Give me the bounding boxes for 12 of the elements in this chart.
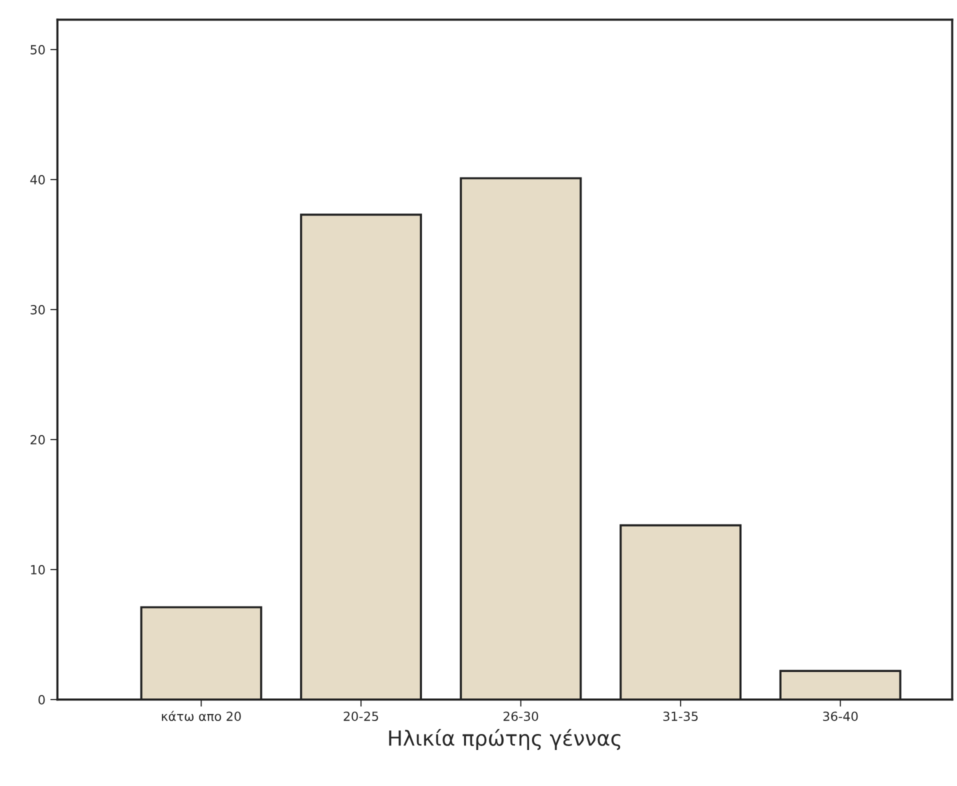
x-tick-label: 20-25 xyxy=(344,712,378,722)
x-tick-label: 36-40 xyxy=(823,712,858,722)
x-tick-label: 26-30 xyxy=(504,712,538,722)
x-axis-title: Ηλικία πρώτης γέννας xyxy=(389,729,620,750)
y-tick-label: 50 xyxy=(30,45,45,54)
y-tick-label: 40 xyxy=(30,175,45,184)
x-tick-label: κάτω απο 20 xyxy=(162,710,241,722)
y-tick-label: 0 xyxy=(38,695,45,704)
y-tick-label: 10 xyxy=(31,565,45,574)
y-tick-label: 30 xyxy=(30,305,45,314)
x-tick-label: 31-35 xyxy=(663,712,698,722)
y-tick-label: 20 xyxy=(30,435,45,444)
